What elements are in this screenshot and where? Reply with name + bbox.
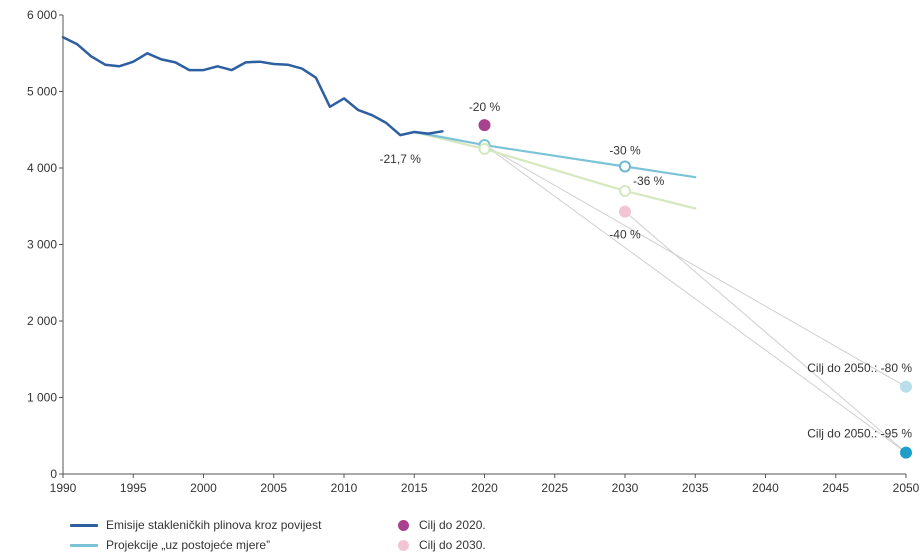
x-tick-label: 2050: [893, 481, 920, 495]
y-tick-label: 2 000: [27, 314, 57, 328]
target-dot: [478, 119, 491, 132]
target-trend-lines: [484, 144, 907, 453]
target-label-2050-80: Cilj do 2050.: -80 %: [807, 361, 912, 375]
series-lines: [61, 35, 697, 210]
x-tick-label: 1990: [50, 481, 77, 495]
target-label-2050-95: Cilj do 2050.: -95 %: [807, 427, 912, 441]
target-trend-line: [484, 144, 907, 453]
x-tick-label: 2030: [612, 481, 639, 495]
x-tick-label: 2025: [541, 481, 568, 495]
x-tick-label: 2015: [401, 481, 428, 495]
legend-swatch: [398, 519, 409, 531]
projection-marker: [478, 142, 491, 155]
legend-item: Cilj do 2020.: [398, 515, 486, 535]
target-dot: [619, 205, 631, 218]
x-tick-label: 2000: [190, 481, 217, 495]
target-trend-line: [484, 144, 907, 388]
legend-left: Emisije stakleničkih plinova kroz povije…: [70, 515, 321, 555]
legend-label: Projekcije „uz postojeće mjere”: [106, 538, 271, 552]
target-trend-line: [624, 211, 907, 453]
tick-labels: 1990 1995 2000 2005 2010 2015 2020 2025 2030 2035…: [27, 8, 920, 495]
markers: [478, 119, 912, 459]
target-dot: [900, 380, 912, 393]
y-tick-label: 3 000: [27, 238, 57, 252]
history-label-2017: -21,7 %: [380, 152, 422, 166]
x-tick-label: 2045: [822, 481, 849, 495]
legend-swatch: [398, 539, 409, 551]
x-tick-label: 2040: [752, 481, 779, 495]
series-line-0: [61, 35, 444, 137]
legend-swatch: [70, 543, 98, 547]
legend-swatch: [70, 523, 98, 527]
legend-label: Cilj do 2030.: [419, 538, 486, 552]
x-tick-label: 2020: [471, 481, 498, 495]
y-tick-label: 6 000: [27, 8, 57, 22]
x-tick-label: 2035: [682, 481, 709, 495]
y-tick-label: 0: [50, 467, 57, 481]
y-tick-label: 5 000: [27, 85, 57, 99]
series-line-1: [413, 130, 697, 179]
series-line-2: [413, 130, 697, 210]
legend-item: Emisije stakleničkih plinova kroz povije…: [70, 515, 321, 535]
projection-marker: [619, 184, 631, 197]
x-tick-label: 2005: [260, 481, 287, 495]
target-dot: [900, 446, 912, 459]
projection-marker: [619, 160, 631, 173]
target-label-2020: -20 %: [469, 100, 501, 114]
projection-label-30: -30 %: [609, 143, 641, 157]
data-labels: -20 % -40 % Cilj do 2050.: -80 % Cilj do 20…: [380, 100, 913, 440]
y-tick-label: 1 000: [27, 391, 57, 405]
axes: [62, 15, 906, 475]
legend-item: Cilj do 2030.: [398, 535, 486, 555]
projection-label-36: -36 %: [633, 174, 665, 188]
legend-label: Emisije stakleničkih plinova kroz povije…: [106, 518, 322, 532]
y-tick-label: 4 000: [27, 161, 57, 175]
legend-right: Cilj do 2020. Cilj do 2030.: [398, 515, 486, 555]
legend-label: Cilj do 2020.: [419, 518, 486, 532]
x-tick-label: 1995: [120, 481, 147, 495]
legend-item: Projekcije „uz postojeće mjere”: [70, 535, 321, 555]
x-tick-label: 2010: [331, 481, 358, 495]
target-label-2030: -40 %: [609, 228, 641, 242]
